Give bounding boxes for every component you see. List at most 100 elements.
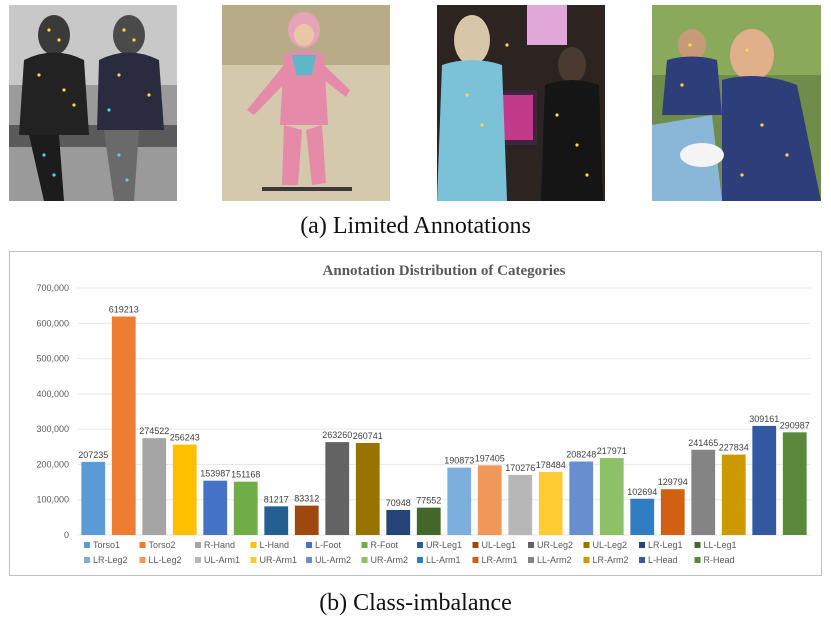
photo-child-skiing [222,5,390,201]
legend-label: UR-Leg1 [426,540,462,550]
legend-label: UR-Arm1 [260,555,298,565]
y-tick-label: 0 [64,530,69,540]
legend-label: UR-Arm2 [371,555,409,565]
legend-swatch [250,557,257,563]
data-label: 129794 [658,477,688,487]
legend-label: L-Foot [315,540,342,550]
caption-b: (b) Class-imbalance [319,590,512,616]
data-label: 227834 [719,443,749,453]
data-label: 207235 [78,450,108,460]
legend-swatch [195,542,201,548]
chart-title: Annotation Distribution of Categories [323,263,566,279]
bar-R-Hand [142,438,167,535]
bar-R-Foot [233,481,258,535]
legend-swatch [639,542,645,548]
legend-label: LL-Leg1 [704,540,737,550]
data-label: 190873 [444,456,474,466]
bar-UL-Arm1 [508,474,533,535]
legend-swatch [472,557,479,563]
data-label: 178484 [536,460,566,470]
bar-LR-Leg1 [386,509,411,535]
legend-label: UR-Leg2 [537,540,573,550]
data-label: 208248 [566,450,596,460]
legend-swatch [694,542,701,548]
legend-swatch [528,557,534,563]
bar-UR-Arm1 [538,472,563,535]
data-label: 102694 [627,487,657,497]
bar-R-Head [782,432,807,535]
legend-swatch [583,542,590,548]
legend-label: UL-Leg1 [482,540,517,550]
bar-LL-Leg2 [477,465,502,535]
data-label: 290987 [780,420,810,430]
chart-panel: Annotation Distribution of Categories 0 10… [9,251,822,576]
legend-label: L-Head [648,555,678,565]
legend-label: LR-Leg1 [648,540,683,550]
bar-L-Hand [172,444,197,535]
legend-label: Torso2 [149,540,176,550]
photo-boys-at-table [652,5,821,201]
bar-Torso1 [81,461,106,535]
y-tick-label: 100,000 [36,495,69,505]
legend-label: UL-Arm2 [315,555,351,565]
bar-L-Head [752,425,777,535]
bar-LR-Arm1 [660,489,685,535]
bar-L-Foot [203,480,228,535]
data-label: 83312 [294,494,319,504]
bar-LL-Arm1 [630,498,655,535]
data-label: 619213 [109,305,139,315]
data-label: 260741 [353,431,383,441]
legend-swatch [306,542,312,548]
bar-UL-Leg2 [355,442,380,535]
data-label: 153987 [200,469,230,479]
legend-label: R-Head [704,555,735,565]
data-label: 274522 [139,426,169,436]
bar-LR-Arm2 [721,454,746,535]
bar-UL-Leg1 [294,505,319,535]
legend-swatch [250,542,257,548]
legend-swatch [694,557,701,563]
photo-two-people-on-bench [9,5,177,201]
legend-swatch [361,542,368,548]
data-label: 241465 [688,438,718,448]
bar-UR-Leg1 [264,506,289,535]
legend-label: LR-Leg2 [93,555,128,565]
legend-swatch [583,557,590,563]
bar-chart: Annotation Distribution of Categories 0 10… [36,263,810,565]
legend-swatch [472,542,479,548]
bar-LL-Arm2 [691,449,716,535]
legend-label: LL-Leg2 [149,555,182,565]
legend-swatch [84,557,90,563]
data-label: 309161 [749,414,779,424]
data-label: 151168 [231,470,260,480]
data-label: 77552 [416,496,441,506]
y-tick-label: 700,000 [36,283,69,293]
bar-LR-Leg2 [447,467,472,535]
y-tick-label: 400,000 [36,389,69,399]
data-label: 170276 [505,463,535,473]
legend-swatch [306,557,312,563]
legend-label: L-Hand [260,540,290,550]
legend-label: LR-Arm2 [593,555,629,565]
data-label: 70948 [386,498,411,508]
data-label: 256243 [170,433,200,443]
y-tick-label: 200,000 [36,459,69,469]
legend-label: UL-Leg2 [593,540,628,550]
caption-a: (a) Limited Annotations [300,213,531,239]
legend-label: LL-Arm1 [426,555,461,565]
legend-label: UL-Arm1 [204,555,240,565]
bar-LL-Leg1 [416,507,441,535]
data-label: 217971 [597,446,627,456]
legend-swatch [195,557,201,563]
bar-UR-Arm2 [599,458,624,535]
legend-swatch [361,557,368,563]
legend-label: R-Hand [204,540,235,550]
legend-swatch [139,542,146,548]
bar-UR-Leg2 [325,442,350,535]
legend-swatch [528,542,534,548]
legend-swatch [639,557,645,563]
bar-Torso2 [111,316,136,535]
y-tick-label: 600,000 [36,318,69,328]
legend-label: LR-Arm1 [482,555,518,565]
legend-label: Torso1 [93,540,120,550]
